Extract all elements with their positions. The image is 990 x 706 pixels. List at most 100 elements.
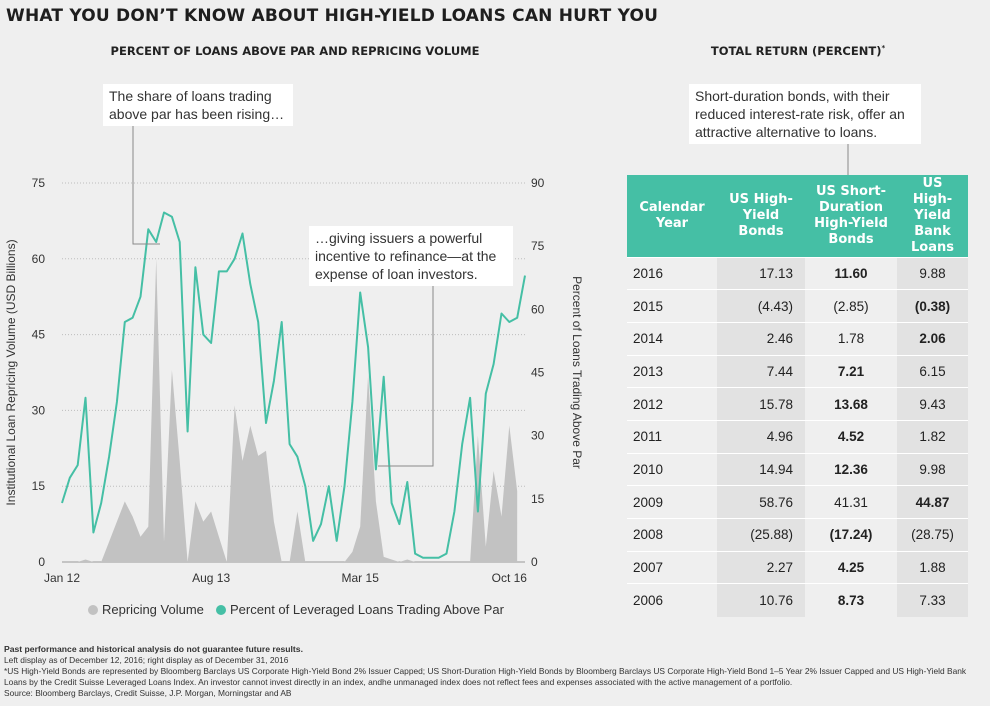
- footnote-mark: *: [881, 44, 886, 52]
- table-row: 2010 14.94 12.36 9.98: [627, 452, 968, 486]
- left-tick-label: 60: [32, 252, 46, 266]
- cell-short-duration: 7.21: [805, 354, 897, 388]
- cell-short-duration: 8.73: [805, 583, 897, 617]
- repricing-volume-area: [62, 258, 518, 562]
- right-axis-label: Percent of Loans Trading Above Par: [570, 276, 584, 469]
- cell-bank-loans: 1.88: [897, 550, 968, 584]
- table-row: 2006 10.76 8.73 7.33: [627, 583, 968, 617]
- left-tick-label: 30: [32, 403, 46, 417]
- table-row: 2013 7.44 7.21 6.15: [627, 354, 968, 388]
- cell-bank-loans: (0.38): [897, 289, 968, 323]
- cell-us-high-yield: 17.13: [717, 256, 805, 290]
- table-row: 2009 58.76 41.31 44.87: [627, 485, 968, 519]
- cell-bank-loans: 9.98: [897, 452, 968, 486]
- source-note: Source: Bloomberg Barclays, Credit Suiss…: [4, 688, 292, 698]
- cell-year: 2015: [627, 289, 717, 323]
- left-tick-label: 75: [32, 176, 46, 190]
- right-tick-label: 90: [531, 176, 545, 190]
- cell-us-high-yield: 58.76: [717, 485, 805, 519]
- cell-short-duration: 11.60: [805, 256, 897, 290]
- legend-repricing-swatch: [88, 605, 98, 615]
- right-tick-label: 15: [531, 492, 545, 506]
- right-tick-label: 75: [531, 239, 545, 253]
- cell-us-high-yield: 2.27: [717, 550, 805, 584]
- left-chart-title: PERCENT OF LOANS ABOVE PAR AND REPRICING…: [110, 44, 480, 58]
- cell-short-duration: (2.85): [805, 289, 897, 323]
- table-row: 2014 2.46 1.78 2.06: [627, 321, 968, 356]
- cell-short-duration: (17.24): [805, 518, 897, 552]
- x-tick-label: Mar 15: [342, 571, 380, 585]
- callout-short-duration: Short-duration bonds, with their reduced…: [689, 84, 921, 144]
- right-tick-label: 0: [531, 555, 538, 569]
- cell-bank-loans: (28.75): [897, 518, 968, 552]
- cell-year: 2007: [627, 550, 717, 584]
- index-footnote: *US High-Yield Bonds are represented by …: [4, 666, 967, 687]
- table-row: 2011 4.96 4.52 1.82: [627, 419, 968, 454]
- table-header-row: Calendar Year US High-Yield Bonds US Sho…: [627, 175, 968, 257]
- cell-year: 2008: [627, 518, 717, 552]
- cell-bank-loans: 44.87: [897, 485, 968, 519]
- loans-above-par-line: [61, 211, 526, 559]
- cell-us-high-yield: 10.76: [717, 583, 805, 617]
- table-row: 2015 (4.43) (2.85) (0.38): [627, 289, 968, 323]
- cell-short-duration: 4.25: [805, 550, 897, 584]
- legend-repricing-label: Repricing Volume: [102, 602, 204, 617]
- table-row: 2016 17.13 11.60 9.88: [627, 256, 968, 290]
- cell-bank-loans: 9.43: [897, 387, 968, 421]
- total-return-table: Calendar Year US High-Yield Bonds US Sho…: [627, 175, 968, 617]
- cell-us-high-yield: (25.88): [717, 518, 805, 552]
- x-tick-label: Aug 13: [192, 571, 230, 585]
- x-tick-label: Oct 16: [492, 571, 528, 585]
- headline: WHAT YOU DON’T KNOW ABOUT HIGH-YIELD LOA…: [6, 6, 659, 26]
- cell-year: 2011: [627, 419, 717, 454]
- header-calendar-year: Calendar Year: [627, 175, 717, 257]
- cell-bank-loans: 9.88: [897, 256, 968, 290]
- cell-year: 2013: [627, 354, 717, 388]
- cell-year: 2012: [627, 387, 717, 421]
- header-us-hy-bank-loans: US High-Yield Bank Loans: [897, 175, 968, 257]
- right-tick-label: 45: [531, 366, 545, 380]
- right-table-title-text: TOTAL RETURN (PERCENT): [710, 44, 882, 58]
- cell-short-duration: 41.31: [805, 485, 897, 519]
- legend-above-par-swatch: [216, 605, 226, 615]
- table-row: 2007 2.27 4.25 1.88: [627, 550, 968, 584]
- cell-short-duration: 1.78: [805, 321, 897, 356]
- header-us-short-duration-hy-bonds: US Short-Duration High-Yield Bonds: [805, 175, 897, 257]
- notes: Past performance and historical analysis…: [4, 644, 984, 699]
- right-tick-label: 60: [531, 302, 545, 316]
- callout-issuers-refinance: …giving issuers a powerful incentive to …: [309, 226, 513, 286]
- right-tick-label: 30: [531, 429, 545, 443]
- callout-1-leader: [132, 125, 160, 245]
- left-tick-label: 0: [38, 555, 45, 569]
- legend-above-par-label: Percent of Leveraged Loans Trading Above…: [230, 602, 505, 617]
- cell-year: 2006: [627, 583, 717, 617]
- cell-bank-loans: 1.82: [897, 419, 968, 454]
- display-dates: Left display as of December 12, 2016; ri…: [4, 655, 289, 665]
- disclaimer: Past performance and historical analysis…: [4, 644, 303, 654]
- cell-short-duration: 12.36: [805, 452, 897, 486]
- cell-short-duration: 13.68: [805, 387, 897, 421]
- callout-share-rising: The share of loans trading above par has…: [103, 84, 293, 126]
- table-row: 2008 (25.88) (17.24) (28.75): [627, 518, 968, 552]
- header-us-high-yield-bonds: US High-Yield Bonds: [717, 175, 805, 257]
- cell-year: 2014: [627, 321, 717, 356]
- cell-us-high-yield: 2.46: [717, 321, 805, 356]
- cell-bank-loans: 7.33: [897, 583, 968, 617]
- cell-us-high-yield: (4.43): [717, 289, 805, 323]
- cell-us-high-yield: 4.96: [717, 419, 805, 454]
- table-row: 2012 15.78 13.68 9.43: [627, 387, 968, 421]
- cell-us-high-yield: 15.78: [717, 387, 805, 421]
- callout-2-leader: [378, 283, 434, 467]
- left-tick-label: 15: [32, 479, 46, 493]
- cell-year: 2010: [627, 452, 717, 486]
- cell-short-duration: 4.52: [805, 419, 897, 454]
- cell-year: 2009: [627, 485, 717, 519]
- left-tick-label: 45: [32, 328, 46, 342]
- cell-year: 2016: [627, 256, 717, 290]
- cell-bank-loans: 6.15: [897, 354, 968, 388]
- left-axis-label: Institutional Loan Repricing Volume (USD…: [4, 239, 18, 505]
- cell-us-high-yield: 14.94: [717, 452, 805, 486]
- cell-bank-loans: 2.06: [897, 321, 968, 356]
- table-body: 2016 17.13 11.60 9.88 2015 (4.43) (2.85) (0.38)…: [627, 256, 968, 617]
